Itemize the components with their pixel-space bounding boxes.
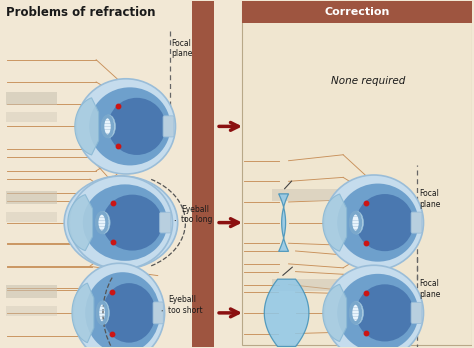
FancyBboxPatch shape	[411, 212, 422, 233]
Ellipse shape	[324, 175, 423, 270]
Ellipse shape	[69, 176, 173, 269]
Ellipse shape	[350, 211, 364, 234]
Bar	[242, 3, 472, 345]
Bar	[6, 112, 57, 122]
Ellipse shape	[97, 301, 109, 325]
Ellipse shape	[101, 115, 116, 138]
Text: Focal
plane: Focal plane	[172, 39, 193, 58]
Text: Correction: Correction	[324, 7, 390, 17]
Ellipse shape	[83, 184, 167, 261]
Text: Problems of refraction: Problems of refraction	[6, 6, 155, 19]
Polygon shape	[323, 194, 346, 251]
Ellipse shape	[96, 213, 109, 233]
Text: Eyeball
too short: Eyeball too short	[162, 295, 202, 315]
Bar	[6, 285, 57, 298]
FancyBboxPatch shape	[163, 116, 174, 137]
Text: Focal
plane: Focal plane	[419, 279, 440, 299]
Ellipse shape	[76, 79, 175, 174]
Ellipse shape	[89, 87, 171, 165]
Polygon shape	[279, 194, 289, 251]
Ellipse shape	[356, 194, 414, 251]
Ellipse shape	[108, 98, 165, 155]
Ellipse shape	[97, 302, 109, 324]
Polygon shape	[75, 98, 99, 155]
Ellipse shape	[96, 212, 110, 234]
FancyBboxPatch shape	[153, 302, 164, 324]
Ellipse shape	[324, 265, 423, 348]
Bar	[242, 1, 472, 23]
Ellipse shape	[102, 283, 155, 343]
Bar	[6, 191, 57, 204]
Text: Focal
plane: Focal plane	[419, 189, 440, 208]
Ellipse shape	[73, 263, 164, 348]
Bar	[6, 212, 57, 222]
Bar	[6, 306, 57, 316]
Ellipse shape	[356, 284, 414, 341]
Polygon shape	[323, 284, 346, 341]
Text: Eyeball
too long: Eyeball too long	[175, 205, 212, 224]
Polygon shape	[68, 195, 92, 251]
Ellipse shape	[350, 303, 363, 323]
Bar	[192, 1, 214, 347]
Bar	[272, 189, 356, 201]
Ellipse shape	[350, 212, 363, 233]
Text: None required: None required	[331, 76, 406, 86]
Ellipse shape	[337, 274, 419, 348]
FancyBboxPatch shape	[160, 212, 171, 233]
Ellipse shape	[102, 116, 115, 137]
Ellipse shape	[350, 301, 364, 324]
Bar	[272, 279, 356, 291]
FancyBboxPatch shape	[411, 302, 422, 323]
Bar	[6, 92, 57, 104]
Ellipse shape	[85, 272, 160, 348]
Ellipse shape	[337, 183, 419, 262]
Polygon shape	[72, 283, 94, 343]
Polygon shape	[264, 279, 309, 347]
Ellipse shape	[102, 195, 162, 251]
Ellipse shape	[64, 176, 178, 269]
